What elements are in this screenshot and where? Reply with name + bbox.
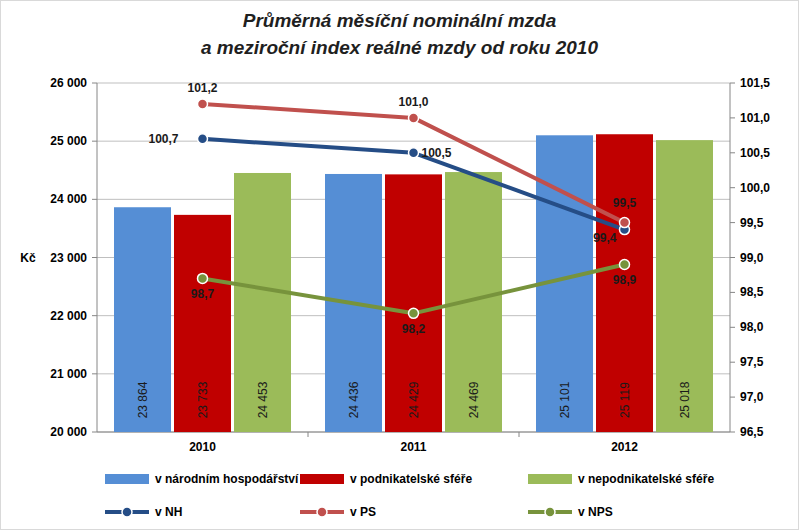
- legend: v národním hospodářství v podnikatelské s…: [105, 472, 714, 519]
- marker: [198, 99, 208, 109]
- y2-tick-label: 100,0: [740, 181, 770, 195]
- tick-mark: [92, 432, 97, 433]
- line: [203, 264, 625, 313]
- tick-mark: [730, 397, 735, 398]
- y2-axis: [730, 83, 731, 432]
- title: Průměrná měsíční nominální mzda a meziroč…: [201, 10, 598, 58]
- bar-label: 23 864: [136, 381, 150, 418]
- y-tick-label: 22 000: [50, 309, 87, 323]
- chart: Průměrná měsíční nominální mzda a meziroč…: [0, 0, 799, 530]
- bar-label: 25 101: [558, 381, 572, 418]
- tick-mark: [730, 152, 735, 153]
- title-line: Průměrná měsíční nominální mzda: [243, 10, 557, 31]
- bar-label: 23 733: [196, 381, 210, 418]
- legend-swatch: [528, 474, 572, 484]
- tick-mark: [730, 362, 735, 363]
- bar-label: 24 436: [347, 381, 361, 418]
- y2-tick-label: 97,0: [740, 390, 764, 404]
- bar: [596, 134, 653, 432]
- tick-mark: [92, 83, 97, 84]
- tick-mark: [730, 432, 735, 433]
- legend-label: v NH: [155, 505, 182, 519]
- x-tick-mark: [519, 432, 520, 437]
- line-label: 100,7: [148, 132, 178, 146]
- tick-mark: [730, 292, 735, 293]
- y2-tick-label: 100,5: [740, 146, 770, 160]
- tick-mark: [730, 222, 735, 223]
- y-tick-label: 20 000: [50, 425, 87, 439]
- tick-mark: [92, 315, 97, 316]
- marker: [409, 113, 419, 123]
- legend-label: v nepodnikatelské sféře: [578, 472, 714, 486]
- marker: [198, 273, 208, 283]
- x-tick-label: 2010: [189, 440, 216, 454]
- tick-mark: [730, 83, 735, 84]
- line-label: 101,2: [187, 81, 217, 95]
- bar-label: 25 018: [678, 381, 692, 418]
- legend-label: v národním hospodářství: [155, 472, 299, 486]
- tick-mark: [730, 327, 735, 328]
- bar: [385, 174, 442, 432]
- line-label: 99,5: [613, 196, 637, 210]
- title-line: a meziroční index reálné mzdy od roku 20…: [201, 37, 598, 58]
- legend-label: v NPS: [578, 505, 613, 519]
- y-tick-label: 21 000: [50, 367, 87, 381]
- marker: [409, 148, 419, 158]
- line-label: 100,5: [422, 146, 452, 160]
- x-tick-label: 2012: [611, 440, 638, 454]
- y2-tick-label: 98,0: [740, 320, 764, 334]
- x-tick-label: 2011: [400, 440, 426, 454]
- bar-label: 24 429: [407, 381, 421, 418]
- y2-tick-label: 99,5: [740, 216, 764, 230]
- bar-label: 24 453: [256, 381, 270, 418]
- x-tick-mark: [308, 432, 309, 437]
- line-label: 98,7: [191, 287, 215, 301]
- line-label: 98,9: [613, 273, 637, 287]
- background: [1, 1, 799, 530]
- legend-marker: [317, 507, 327, 517]
- legend-label: v PS: [350, 505, 376, 519]
- tick-mark: [730, 187, 735, 188]
- legend-swatch: [300, 474, 344, 484]
- y2-tick-label: 101,0: [740, 111, 770, 125]
- tick-mark: [92, 141, 97, 142]
- bar: [114, 207, 171, 432]
- tick-mark: [730, 257, 735, 258]
- marks: [114, 99, 713, 432]
- line-label: 99,4: [593, 231, 617, 245]
- y2-tick-label: 96,5: [740, 425, 764, 439]
- marker: [620, 218, 630, 228]
- tick-mark: [730, 117, 735, 118]
- tick-mark: [92, 199, 97, 200]
- y2-tick-label: 97,5: [740, 355, 764, 369]
- legend-swatch: [105, 474, 149, 484]
- line: [203, 139, 625, 230]
- bar-label: 24 469: [467, 381, 481, 418]
- marker: [198, 134, 208, 144]
- legend-marker: [122, 507, 132, 517]
- y2-tick-label: 98,5: [740, 285, 764, 299]
- y2-tick-label: 101,5: [740, 76, 770, 90]
- data-labels: 23 864 24 436 25 101 23 733 24 429 25 119 24 4…: [136, 81, 692, 418]
- bar: [234, 173, 291, 432]
- bar-label: 25 119: [618, 382, 632, 418]
- line-label: 98,2: [402, 322, 426, 336]
- tick-mark: [92, 257, 97, 258]
- y-axis-label: Kč: [20, 251, 36, 265]
- legend-marker: [545, 507, 555, 517]
- y-tick-label: 23 000: [50, 251, 87, 265]
- legend-label: v podnikatelské sféře: [350, 472, 472, 486]
- line: [203, 104, 625, 223]
- marker: [409, 308, 419, 318]
- y-axis: [97, 83, 98, 432]
- bar: [174, 215, 231, 432]
- line-label: 101,0: [398, 95, 428, 109]
- y-tick-label: 26 000: [50, 76, 87, 90]
- tick-mark: [92, 373, 97, 374]
- y-tick-label: 25 000: [50, 134, 87, 148]
- marker: [620, 259, 630, 269]
- bar: [656, 140, 713, 432]
- y-tick-label: 24 000: [50, 192, 87, 206]
- y2-tick-label: 99,0: [740, 251, 764, 265]
